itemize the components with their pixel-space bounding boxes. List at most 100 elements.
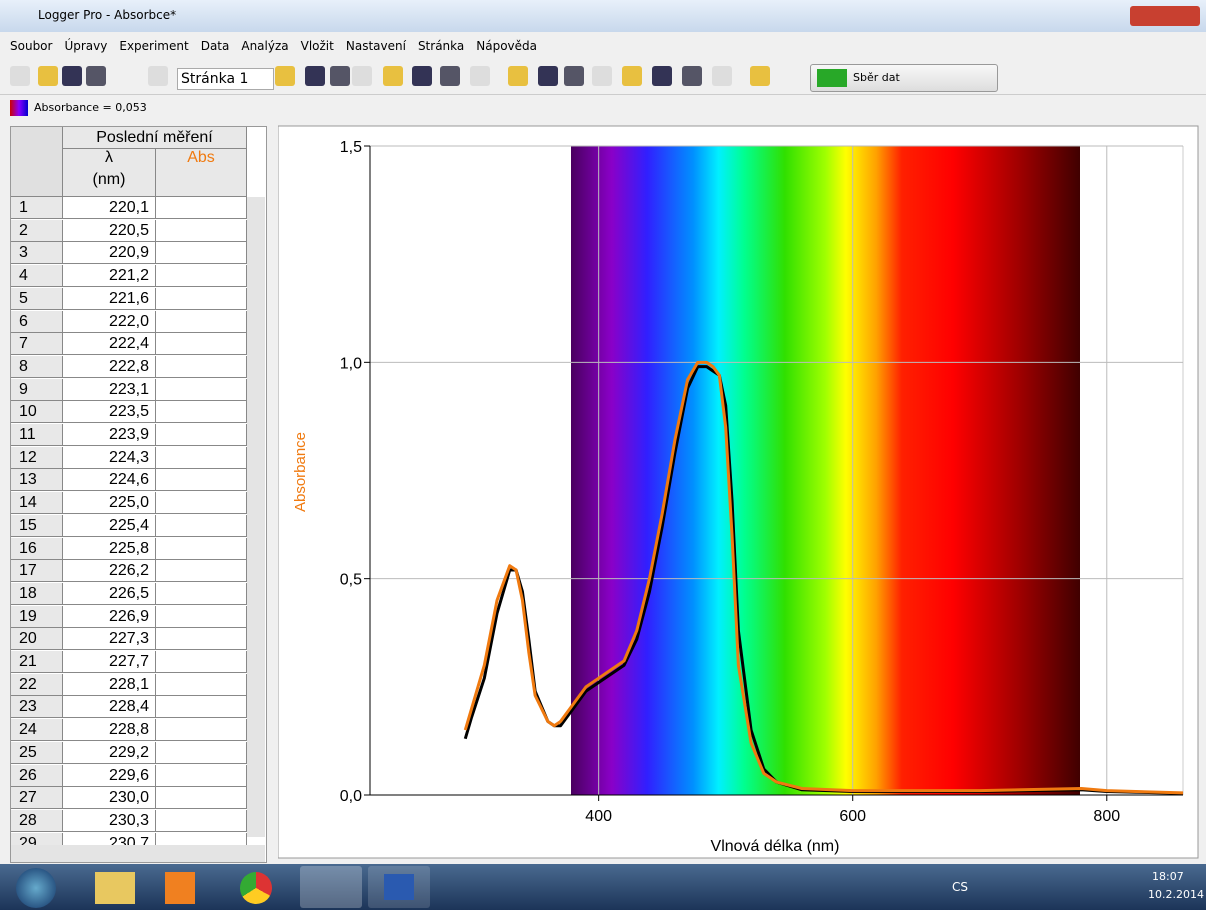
x-tick-label: 600 xyxy=(839,808,866,825)
toolbar-button[interactable] xyxy=(412,66,432,86)
cell-empty xyxy=(156,764,247,787)
row-number: 2 xyxy=(11,219,63,242)
menu-item[interactable]: Nastavení xyxy=(345,39,406,53)
collect-button[interactable]: Sběr dat xyxy=(810,64,998,92)
x-tick-label: 800 xyxy=(1093,808,1120,825)
row-number: 4 xyxy=(11,265,63,288)
explorer-icon[interactable] xyxy=(95,872,135,904)
h-scrollbar[interactable] xyxy=(11,845,265,862)
toolbar-button[interactable] xyxy=(86,66,106,86)
cell-value: 228,4 xyxy=(63,696,156,719)
cell-value: 220,1 xyxy=(63,197,156,219)
row-number: 15 xyxy=(11,514,63,537)
row-number: 10 xyxy=(11,401,63,424)
scrollbar[interactable] xyxy=(247,197,265,837)
cell-value: 230,3 xyxy=(63,809,156,832)
cell-empty xyxy=(156,673,247,696)
column-header: Abs xyxy=(156,149,247,197)
toolbar-button[interactable] xyxy=(148,66,168,86)
cell-empty xyxy=(156,197,247,219)
row-number: 18 xyxy=(11,582,63,605)
y-tick-label: 1,5 xyxy=(340,139,362,156)
toolbar-button[interactable] xyxy=(682,66,702,86)
page-select[interactable]: Stránka 1 xyxy=(177,68,274,90)
cell-value: 228,1 xyxy=(63,673,156,696)
cell-empty xyxy=(156,582,247,605)
toolbar-button[interactable] xyxy=(470,66,490,86)
toolbar-button[interactable] xyxy=(10,66,30,86)
table-title: Poslední měření xyxy=(63,127,247,149)
cell-empty xyxy=(156,242,247,265)
cell-value: 230,0 xyxy=(63,787,156,810)
toolbar-button[interactable] xyxy=(383,66,403,86)
toolbar-button[interactable] xyxy=(712,66,732,86)
language[interactable]: CS xyxy=(952,880,968,894)
toolbar-button[interactable] xyxy=(652,66,672,86)
chrome-icon[interactable] xyxy=(240,872,272,904)
cell-value: 229,6 xyxy=(63,764,156,787)
toolbar-button[interactable] xyxy=(750,66,770,86)
cell-empty xyxy=(156,219,247,242)
cell-value: 226,2 xyxy=(63,560,156,583)
x-tick-label: 400 xyxy=(585,808,612,825)
row-number: 27 xyxy=(11,787,63,810)
toolbar-button[interactable] xyxy=(352,66,372,86)
cell-value: 225,8 xyxy=(63,537,156,560)
row-number: 14 xyxy=(11,492,63,515)
menu-item[interactable]: Data xyxy=(200,39,230,53)
toolbar-button[interactable] xyxy=(508,66,528,86)
menu-item[interactable]: Analýza xyxy=(241,39,289,53)
cell-empty xyxy=(156,605,247,628)
cell-empty xyxy=(156,310,247,333)
toolbar-button[interactable] xyxy=(622,66,642,86)
start-button[interactable] xyxy=(16,868,56,908)
toolbar: Stránka 1 Sběr dat xyxy=(0,60,1206,95)
cell-value: 223,9 xyxy=(63,424,156,446)
toolbar-button[interactable] xyxy=(592,66,612,86)
toolbar-button[interactable] xyxy=(305,66,325,86)
word-task[interactable] xyxy=(368,866,430,908)
cell-empty xyxy=(156,560,247,583)
cell-empty xyxy=(156,696,247,719)
clock-time[interactable]: 18:07 xyxy=(1152,870,1184,883)
cell-empty xyxy=(156,333,247,356)
toolbar-button[interactable] xyxy=(275,66,295,86)
y-axis-label: Absorbance xyxy=(292,432,309,512)
y-tick-label: 0,5 xyxy=(340,572,362,589)
loggerpro-task[interactable] xyxy=(300,866,362,908)
row-number: 22 xyxy=(11,673,63,696)
toolbar-button[interactable] xyxy=(538,66,558,86)
window-title: Logger Pro - Absorbce* xyxy=(38,8,177,22)
toolbar-button[interactable] xyxy=(564,66,584,86)
toolbar-button[interactable] xyxy=(38,66,58,86)
row-number: 26 xyxy=(11,764,63,787)
cell-value: 220,9 xyxy=(63,242,156,265)
row-number: 24 xyxy=(11,719,63,742)
app-icon[interactable] xyxy=(165,872,195,904)
menu-item[interactable]: Soubor xyxy=(10,39,53,53)
cell-value: 223,5 xyxy=(63,401,156,424)
row-number: 20 xyxy=(11,628,63,651)
menu-item[interactable]: Nápověda xyxy=(476,39,537,53)
menu-item[interactable]: Úpravy xyxy=(64,39,108,53)
toolbar-button[interactable] xyxy=(330,66,350,86)
row-number: 11 xyxy=(11,424,63,446)
toolbar-button[interactable] xyxy=(62,66,82,86)
cell-empty xyxy=(156,401,247,424)
toolbar-button[interactable] xyxy=(440,66,460,86)
status-bar: Absorbance = 0,053 xyxy=(10,98,147,118)
clock-date[interactable]: 10.2.2014 xyxy=(1148,888,1204,901)
menu-item[interactable]: Stránka xyxy=(417,39,465,53)
row-number: 23 xyxy=(11,696,63,719)
row-number: 16 xyxy=(11,537,63,560)
window-controls[interactable] xyxy=(1130,6,1200,26)
menu-bar: Soubor Úpravy Experiment Data Analýza Vložit N… xyxy=(0,34,1206,58)
cell-empty xyxy=(156,424,247,446)
collect-label: Sběr dat xyxy=(853,71,900,84)
cell-empty xyxy=(156,355,247,378)
menu-item[interactable]: Vložit xyxy=(300,39,334,53)
cell-value: 228,8 xyxy=(63,719,156,742)
menu-item[interactable]: Experiment xyxy=(119,39,189,53)
cell-empty xyxy=(156,514,247,537)
